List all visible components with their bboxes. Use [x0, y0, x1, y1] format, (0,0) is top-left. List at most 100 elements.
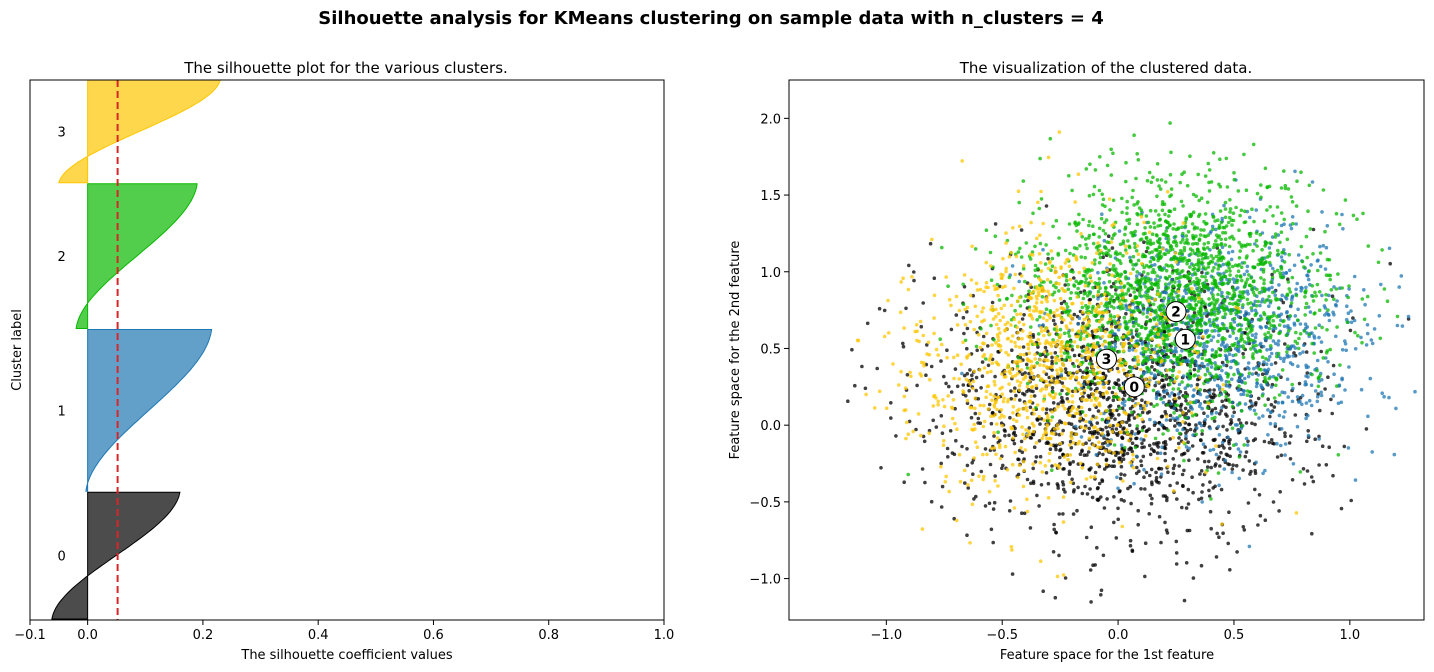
scatter-point — [1253, 299, 1258, 304]
scatter-point — [1099, 445, 1103, 450]
scatter-point — [1029, 481, 1033, 486]
scatter-point — [1042, 363, 1046, 368]
scatter-point — [860, 364, 864, 369]
scatter-point — [1279, 375, 1283, 380]
scatter-point — [987, 402, 992, 407]
scatter-point — [924, 373, 928, 378]
scatter-point — [1253, 335, 1258, 340]
scatter-point — [1245, 389, 1250, 393]
scatter-point — [1093, 168, 1098, 172]
scatter-point — [1305, 469, 1310, 473]
scatter-point — [1187, 351, 1192, 356]
scatter-point — [1293, 314, 1298, 318]
scatter-point — [1202, 352, 1207, 357]
scatter-point — [1087, 426, 1091, 431]
scatter-point — [1339, 400, 1344, 405]
scatter-point — [1126, 432, 1130, 436]
scatter-point — [996, 395, 1000, 400]
scatter-point — [1348, 328, 1353, 333]
scatter-point — [1149, 180, 1154, 185]
scatter-point — [1264, 324, 1268, 329]
scatter-point — [1138, 238, 1143, 242]
scatter-point — [1209, 338, 1214, 343]
scatter-point — [1085, 453, 1089, 457]
scatter-point — [984, 331, 989, 336]
scatter-point — [1254, 343, 1258, 348]
scatter-point — [1071, 389, 1075, 394]
scatter-point — [965, 371, 970, 376]
scatter-point — [1156, 305, 1161, 310]
scatter-point — [992, 338, 996, 342]
scatter-point — [946, 284, 950, 289]
scatter-point — [1051, 318, 1056, 323]
scatter-point — [1229, 311, 1233, 316]
scatter-point — [1294, 511, 1299, 515]
scatter-point — [1036, 290, 1041, 295]
scatter-point — [1136, 258, 1141, 263]
scatter-point — [1353, 330, 1357, 335]
scatter-point — [1133, 229, 1137, 234]
scatter-point — [1085, 323, 1089, 327]
scatter-point — [1145, 178, 1150, 183]
scatter-point — [1050, 386, 1055, 390]
scatter-point — [1223, 231, 1228, 235]
scatter-point — [1279, 211, 1284, 215]
scatter-point — [1153, 436, 1158, 441]
scatter-point — [1026, 298, 1030, 303]
scatter-point — [1190, 295, 1195, 299]
scatter-point — [1097, 481, 1102, 486]
scatter-point — [1166, 237, 1171, 242]
scatter-point — [1180, 472, 1185, 477]
scatter-point — [894, 434, 898, 438]
scatter-point — [1159, 178, 1164, 182]
scatter-point — [1313, 437, 1317, 442]
scatter-point — [1150, 250, 1154, 254]
scatter-point — [982, 435, 986, 439]
scatter-point — [1141, 308, 1146, 312]
scatter-point — [1028, 331, 1033, 336]
scatter-point — [1275, 268, 1280, 273]
scatter-point — [1140, 445, 1144, 450]
scatter-point — [989, 323, 993, 328]
scatter-point — [1282, 222, 1286, 226]
scatter-point — [1136, 279, 1140, 283]
scatter-point — [1121, 427, 1125, 431]
scatter-point — [1205, 340, 1209, 344]
scatter-point — [963, 338, 968, 343]
scatter-point — [1042, 399, 1046, 403]
scatter-point — [1094, 245, 1099, 250]
scatter-point — [1307, 269, 1311, 273]
scatter-point — [1076, 322, 1080, 326]
scatter-point — [1200, 429, 1204, 433]
scatter-point — [1339, 506, 1344, 511]
scatter-point — [957, 308, 962, 313]
scatter-point — [1061, 520, 1066, 524]
scatter-point — [1214, 363, 1218, 368]
scatter-point — [1309, 475, 1314, 479]
scatter-point — [1253, 468, 1257, 473]
scatter-point — [1301, 467, 1306, 471]
scatter-point — [1214, 354, 1218, 359]
scatter-point — [1089, 423, 1094, 427]
scatter-point — [1292, 263, 1297, 268]
scatter-point — [1194, 423, 1198, 427]
scatter-point — [1106, 439, 1110, 444]
scatter-point — [1223, 312, 1228, 316]
scatter-point — [1152, 347, 1157, 352]
scatter-point — [1236, 310, 1241, 314]
scatter-point — [1238, 290, 1242, 294]
scatter-point — [1023, 371, 1027, 375]
scatter-point — [1090, 261, 1095, 265]
scatter-point — [1077, 439, 1081, 444]
scatter-point — [1176, 289, 1181, 294]
scatter-point — [1049, 443, 1053, 447]
scatter-point — [889, 416, 893, 420]
scatter-point — [1099, 495, 1103, 499]
scatter-point — [1276, 248, 1280, 253]
scatter-point — [1105, 163, 1110, 168]
scatter-point — [1090, 379, 1094, 384]
scatter-point — [1185, 372, 1190, 376]
scatter-point — [1068, 358, 1073, 363]
scatter-point — [1056, 486, 1060, 490]
scatter-point — [1081, 418, 1085, 422]
